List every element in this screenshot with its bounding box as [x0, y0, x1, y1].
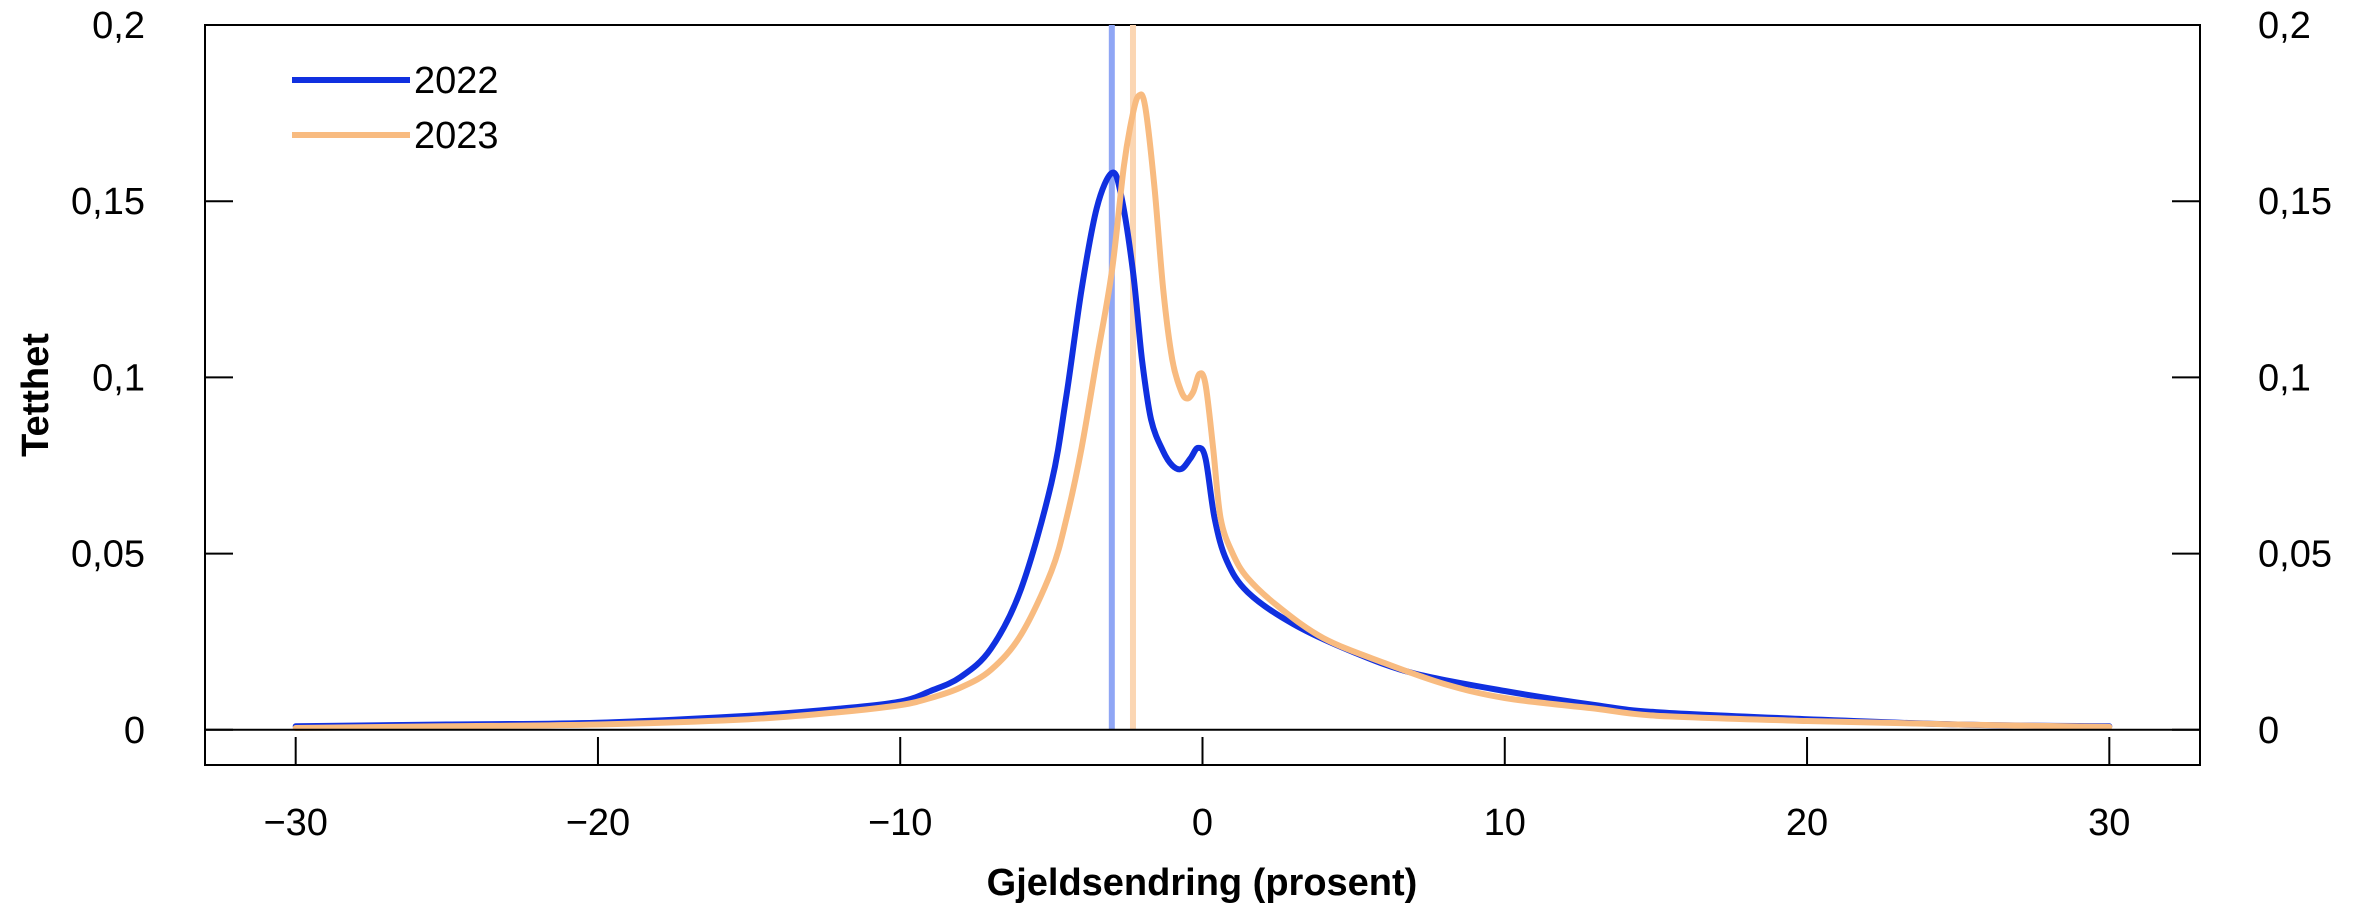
x-tick-label: 20: [1786, 802, 1828, 844]
series-line-2023: [292, 91, 2113, 731]
x-tick-label: −20: [566, 802, 630, 844]
y-axis-ticks: 0 0 0,05 0,05 0,1 0,1 0,15 0,15 0,2 0,2: [71, 5, 2332, 752]
y-tick-label-left: 0,15: [71, 181, 145, 223]
y-tick-label-right: 0,05: [2258, 534, 2332, 576]
y-tick-label-right: 0,2: [2258, 5, 2311, 47]
x-tick-label: 30: [2088, 802, 2130, 844]
x-axis-title: Gjeldsendring (prosent): [987, 862, 1418, 904]
series-line-2022: [292, 169, 2113, 730]
x-axis-ticks: −30 −20 −10 0 10 20 30: [263, 737, 2130, 844]
plot-frame: [204, 24, 2201, 766]
x-tick-label: −10: [868, 802, 932, 844]
y-tick-label-left: 0,2: [92, 5, 145, 47]
x-tick-label: 0: [1192, 802, 1213, 844]
series-lines: [292, 91, 2113, 731]
y-axis-title: Tetthet: [15, 333, 57, 457]
x-tick-label: 10: [1484, 802, 1526, 844]
y-tick-label-right: 0,15: [2258, 181, 2332, 223]
legend-label-2022: 2022: [414, 60, 499, 102]
y-tick-label-left: 0,1: [92, 357, 145, 399]
y-tick-label-right: 0: [2258, 710, 2279, 752]
y-tick-label-left: 0,05: [71, 534, 145, 576]
legend-label-2023: 2023: [414, 115, 499, 157]
x-tick-label: −30: [263, 802, 327, 844]
legend: 2022 2023: [292, 60, 499, 157]
y-tick-label-right: 0,1: [2258, 357, 2311, 399]
reference-lines: [1108, 25, 1136, 730]
y-tick-label-left: 0: [124, 710, 145, 752]
